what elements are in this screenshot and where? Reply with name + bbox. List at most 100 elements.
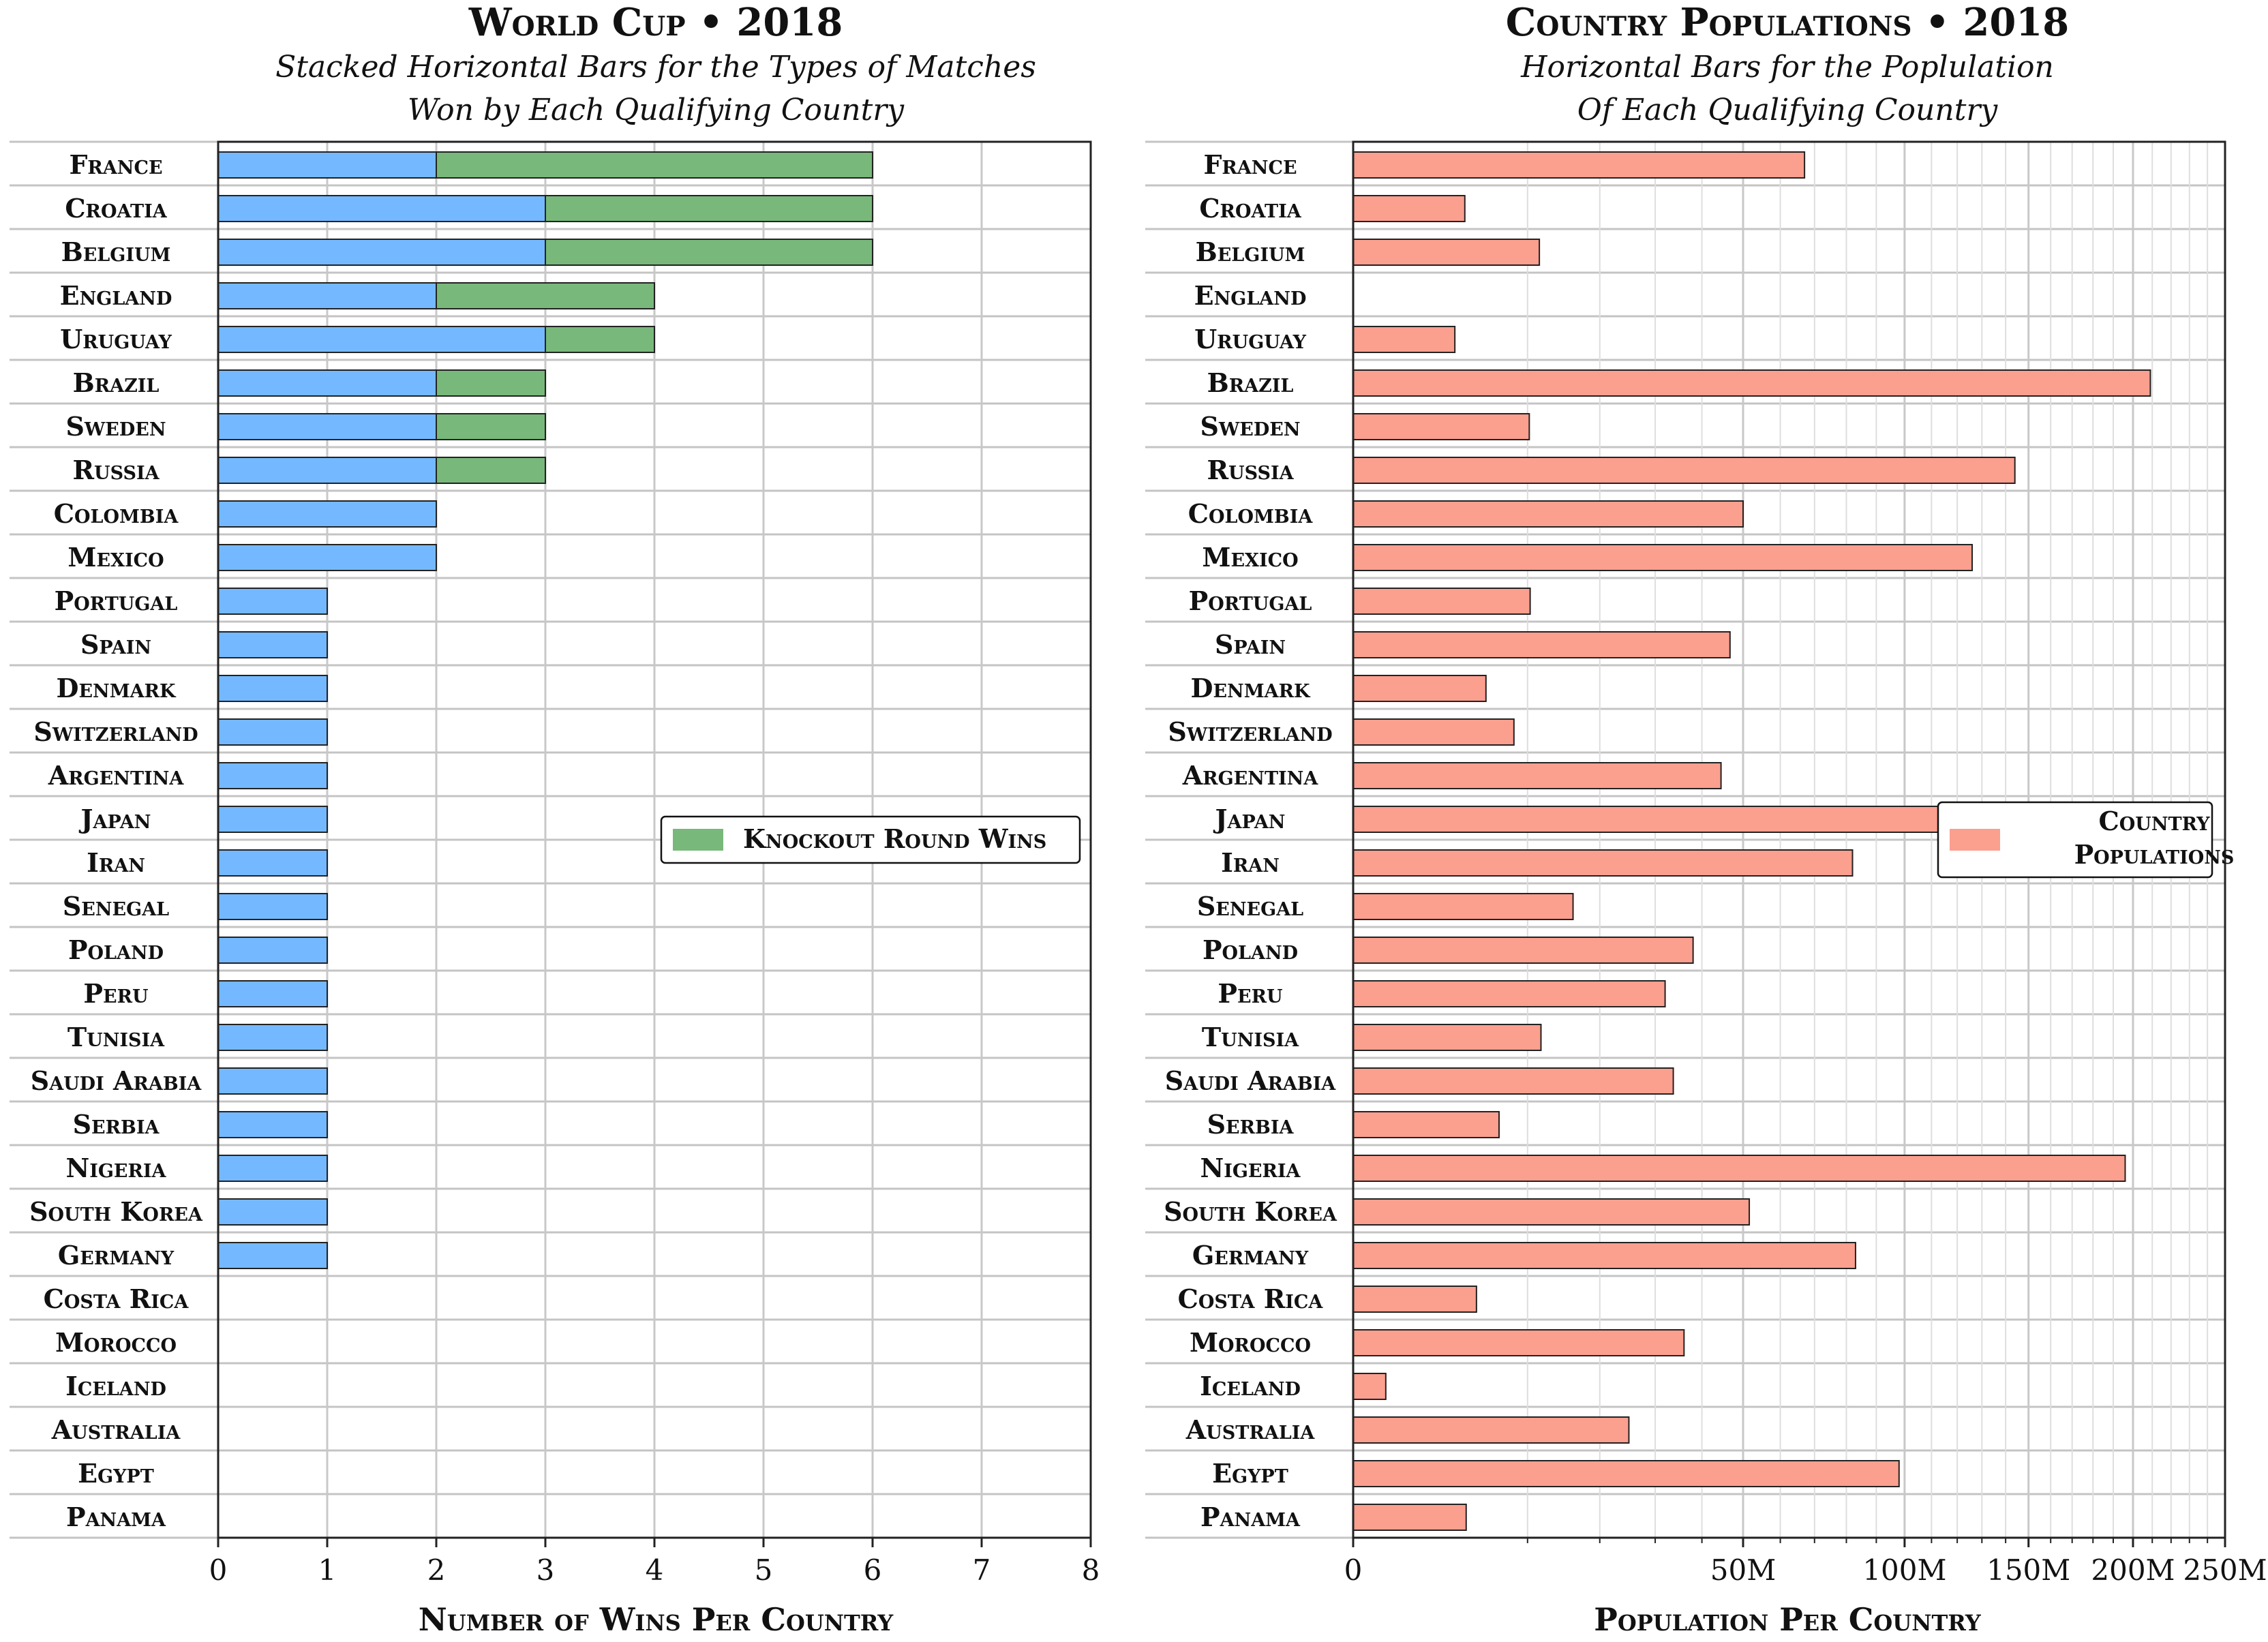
country-label-iran: Iran: [87, 847, 145, 878]
country-label-panama: Panama: [1200, 1502, 1301, 1532]
x-tick-label: 4: [646, 1553, 664, 1587]
bar-switzerland-population: [1352, 718, 1515, 746]
bar-iran-series-0: [217, 849, 328, 877]
bar-denmark-series-0: [217, 675, 328, 702]
country-label-senegal: Senegal: [1197, 891, 1303, 922]
bar-argentina-series-0: [217, 762, 328, 789]
country-label-south-korea: South Korea: [29, 1196, 203, 1227]
bar-serbia-series-0: [217, 1111, 328, 1138]
bar-panama-population: [1352, 1504, 1467, 1531]
country-label-croatia: Croatia: [65, 193, 167, 224]
bar-colombia-series-0: [217, 500, 437, 528]
country-label-australia: Australia: [1185, 1414, 1316, 1445]
country-label-saudi-arabia: Saudi Arabia: [31, 1065, 202, 1096]
plot-frame-right: [1352, 140, 2226, 1539]
bar-england-series-0: [217, 282, 437, 309]
country-label-serbia: Serbia: [73, 1109, 160, 1140]
country-label-colombia: Colombia: [1188, 498, 1314, 529]
bar-sweden-series-1: [436, 413, 546, 440]
bar-iran-population: [1352, 849, 1854, 877]
bar-tunisia-series-0: [217, 1024, 328, 1051]
bar-mexico-series-0: [217, 544, 437, 571]
bar-belgium-series-1: [545, 239, 873, 266]
country-label-sweden: Sweden: [65, 411, 166, 442]
country-label-peru: Peru: [83, 978, 148, 1009]
wins-chart-panel: 0 1 2 3 4 5 6 7 8 France Croatia Belgium England Urug…: [10, 140, 1100, 1587]
bar-egypt-population: [1352, 1460, 1900, 1487]
legend-right: Country Populations: [1937, 801, 2235, 879]
x-tick-label: 250M: [2183, 1553, 2267, 1587]
bar-colombia-population: [1352, 500, 1744, 528]
country-label-nigeria: Nigeria: [1200, 1153, 1301, 1183]
x-axis-label-right: Population Per Country: [1594, 1601, 1982, 1638]
country-label-uruguay: Uruguay: [1194, 324, 1307, 354]
bar-senegal-population: [1352, 893, 1574, 920]
country-label-poland: Poland: [68, 934, 164, 965]
chart-subtitle-left-2: Won by Each Qualifying Country: [408, 93, 905, 127]
bar-croatia-series-0: [217, 195, 546, 222]
bar-germany-series-0: [217, 1242, 328, 1269]
x-axis-label-left: Number of Wins Per Country: [419, 1601, 894, 1638]
bar-switzerland-series-0: [217, 718, 328, 746]
country-label-france: France: [1203, 149, 1297, 180]
chart-title-right: Country Populations • 2018: [1506, 0, 2069, 45]
country-label-japan: Japan: [79, 804, 151, 834]
bar-senegal-series-0: [217, 893, 328, 920]
country-label-argentina: Argentina: [48, 760, 185, 791]
bar-belgium-series-0: [217, 239, 546, 266]
chart-subtitle-left-1: Stacked Horizontal Bars for the Types of…: [275, 50, 1036, 85]
country-label-sweden: Sweden: [1200, 411, 1300, 442]
bar-russia-series-1: [436, 457, 546, 484]
legend-left-label: Knockout Round Wins: [743, 823, 1046, 854]
country-label-iceland: Iceland: [65, 1371, 166, 1401]
bar-germany-population: [1352, 1242, 1856, 1269]
country-label-uruguay: Uruguay: [60, 324, 172, 354]
country-label-france: France: [69, 149, 162, 180]
x-tick-label: 100M: [1862, 1553, 1946, 1587]
bar-france-population: [1352, 151, 1806, 179]
x-tick-label: 6: [864, 1553, 882, 1587]
bar-denmark-population: [1352, 675, 1487, 702]
country-label-peru: Peru: [1218, 978, 1282, 1009]
country-label-morocco: Morocco: [55, 1327, 177, 1358]
bar-saudi-arabia-series-0: [217, 1067, 328, 1095]
country-label-russia: Russia: [1207, 455, 1294, 485]
bar-peru-population: [1352, 980, 1666, 1007]
bar-portugal-population: [1352, 588, 1531, 615]
chart-subtitle-right-2: Of Each Qualifying Country: [1577, 93, 1999, 127]
bar-mexico-population: [1352, 544, 1973, 571]
bar-russia-series-0: [217, 457, 437, 484]
bar-uruguay-series-1: [545, 326, 655, 353]
bar-nigeria-series-0: [217, 1155, 328, 1182]
bar-japan-series-0: [217, 806, 328, 833]
country-label-belgium: Belgium: [1196, 237, 1305, 267]
x-tick-label: 0: [209, 1553, 228, 1587]
country-label-morocco: Morocco: [1190, 1327, 1311, 1358]
country-label-poland: Poland: [1203, 934, 1298, 965]
country-label-spain: Spain: [80, 629, 151, 660]
country-label-egypt: Egypt: [1212, 1458, 1288, 1489]
country-label-denmark: Denmark: [57, 673, 177, 703]
bar-uruguay-series-0: [217, 326, 546, 353]
country-label-england: England: [1194, 280, 1307, 311]
x-tick-label: 200M: [2091, 1553, 2175, 1587]
bar-brazil-series-0: [217, 369, 437, 397]
chart-subtitle-right-1: Horizontal Bars for the Poplulation: [1520, 50, 2054, 85]
bar-south-korea-series-0: [217, 1198, 328, 1226]
bar-russia-population: [1352, 457, 2016, 484]
country-label-germany: Germany: [1192, 1240, 1309, 1271]
legend-right-label-line1: Country: [2099, 806, 2211, 836]
country-label-argentina: Argentina: [1182, 760, 1319, 791]
country-label-england: England: [60, 280, 172, 311]
country-label-mexico: Mexico: [67, 542, 164, 573]
legend-right-label-line2: Populations: [2074, 839, 2235, 870]
country-label-saudi-arabia: Saudi Arabia: [1165, 1065, 1337, 1096]
country-label-portugal: Portugal: [1189, 586, 1312, 616]
bar-costa-rica-population: [1352, 1286, 1477, 1313]
bar-poland-population: [1352, 937, 1694, 964]
x-tick-label: 50M: [1710, 1553, 1776, 1587]
legend-left-swatch: [673, 829, 723, 851]
country-label-tunisia: Tunisia: [1202, 1022, 1299, 1052]
country-label-australia: Australia: [51, 1414, 181, 1445]
bar-nigeria-population: [1352, 1155, 2126, 1182]
